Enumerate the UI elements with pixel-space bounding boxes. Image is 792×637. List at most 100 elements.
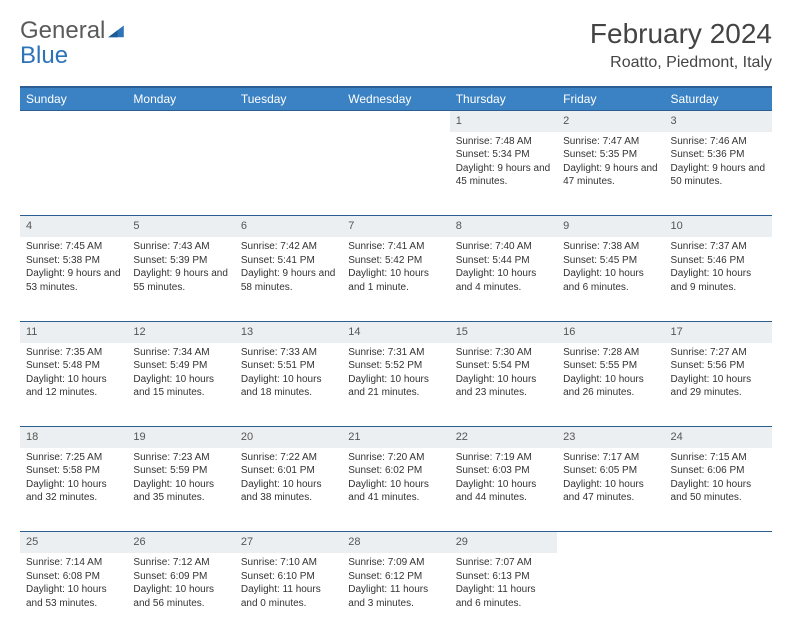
daylight-line: Daylight: 10 hours and 23 minutes. [456, 373, 551, 400]
day-number-cell: 7 [342, 216, 449, 237]
day-number-cell: 21 [342, 427, 449, 448]
sunset-line: Sunset: 5:39 PM [133, 254, 228, 268]
day-number-cell: 13 [235, 321, 342, 342]
sunset-line: Sunset: 5:48 PM [26, 359, 121, 373]
day-content: Sunrise: 7:27 AMSunset: 5:56 PMDaylight:… [665, 343, 772, 404]
daylight-line: Daylight: 11 hours and 3 minutes. [348, 583, 443, 610]
day-number-cell: 3 [665, 111, 772, 132]
daylight-line: Daylight: 10 hours and 53 minutes. [26, 583, 121, 610]
day-cell: Sunrise: 7:07 AMSunset: 6:13 PMDaylight:… [450, 553, 557, 637]
daylight-line: Daylight: 10 hours and 15 minutes. [133, 373, 228, 400]
day-cell: Sunrise: 7:41 AMSunset: 5:42 PMDaylight:… [342, 237, 449, 321]
daylight-line: Daylight: 10 hours and 32 minutes. [26, 478, 121, 505]
sunrise-line: Sunrise: 7:48 AM [456, 135, 551, 149]
day-cell: Sunrise: 7:37 AMSunset: 5:46 PMDaylight:… [665, 237, 772, 321]
sunset-line: Sunset: 5:55 PM [563, 359, 658, 373]
day-number-cell: 4 [20, 216, 127, 237]
sunset-line: Sunset: 5:58 PM [26, 464, 121, 478]
day-cell: Sunrise: 7:46 AMSunset: 5:36 PMDaylight:… [665, 132, 772, 216]
day-content: Sunrise: 7:12 AMSunset: 6:09 PMDaylight:… [127, 553, 234, 614]
sunset-line: Sunset: 6:05 PM [563, 464, 658, 478]
daylight-line: Daylight: 10 hours and 44 minutes. [456, 478, 551, 505]
day-cell [557, 553, 664, 637]
day-content: Sunrise: 7:15 AMSunset: 6:06 PMDaylight:… [665, 448, 772, 509]
day-content: Sunrise: 7:47 AMSunset: 5:35 PMDaylight:… [557, 132, 664, 193]
day-number-cell: 23 [557, 427, 664, 448]
day-content-row: Sunrise: 7:25 AMSunset: 5:58 PMDaylight:… [20, 448, 772, 532]
day-cell: Sunrise: 7:45 AMSunset: 5:38 PMDaylight:… [20, 237, 127, 321]
day-cell: Sunrise: 7:38 AMSunset: 5:45 PMDaylight:… [557, 237, 664, 321]
daylight-line: Daylight: 11 hours and 6 minutes. [456, 583, 551, 610]
day-cell: Sunrise: 7:17 AMSunset: 6:05 PMDaylight:… [557, 448, 664, 532]
daylight-line: Daylight: 10 hours and 50 minutes. [671, 478, 766, 505]
day-number-cell: 25 [20, 532, 127, 553]
day-cell: Sunrise: 7:20 AMSunset: 6:02 PMDaylight:… [342, 448, 449, 532]
day-number-cell: 10 [665, 216, 772, 237]
day-content: Sunrise: 7:45 AMSunset: 5:38 PMDaylight:… [20, 237, 127, 298]
day-number-cell: 24 [665, 427, 772, 448]
day-number-cell: 8 [450, 216, 557, 237]
day-number-cell [342, 111, 449, 132]
day-content: Sunrise: 7:28 AMSunset: 5:55 PMDaylight:… [557, 343, 664, 404]
daylight-line: Daylight: 9 hours and 58 minutes. [241, 267, 336, 294]
sunset-line: Sunset: 5:56 PM [671, 359, 766, 373]
sunset-line: Sunset: 5:34 PM [456, 148, 551, 162]
daylight-line: Daylight: 11 hours and 0 minutes. [241, 583, 336, 610]
day-cell: Sunrise: 7:09 AMSunset: 6:12 PMDaylight:… [342, 553, 449, 637]
day-content: Sunrise: 7:23 AMSunset: 5:59 PMDaylight:… [127, 448, 234, 509]
title-block: February 2024 Roatto, Piedmont, Italy [590, 18, 772, 72]
day-cell: Sunrise: 7:15 AMSunset: 6:06 PMDaylight:… [665, 448, 772, 532]
daylight-line: Daylight: 10 hours and 41 minutes. [348, 478, 443, 505]
day-number-cell [235, 111, 342, 132]
day-content: Sunrise: 7:10 AMSunset: 6:10 PMDaylight:… [235, 553, 342, 614]
sunset-line: Sunset: 5:52 PM [348, 359, 443, 373]
sunrise-line: Sunrise: 7:20 AM [348, 451, 443, 465]
sunrise-line: Sunrise: 7:35 AM [26, 346, 121, 360]
day-number-row: 18192021222324 [20, 427, 772, 448]
sunrise-line: Sunrise: 7:42 AM [241, 240, 336, 254]
day-cell: Sunrise: 7:14 AMSunset: 6:08 PMDaylight:… [20, 553, 127, 637]
sunrise-line: Sunrise: 7:37 AM [671, 240, 766, 254]
day-number-row: 11121314151617 [20, 321, 772, 342]
day-cell [235, 132, 342, 216]
day-content-row: Sunrise: 7:45 AMSunset: 5:38 PMDaylight:… [20, 237, 772, 321]
day-content: Sunrise: 7:22 AMSunset: 6:01 PMDaylight:… [235, 448, 342, 509]
day-content: Sunrise: 7:25 AMSunset: 5:58 PMDaylight:… [20, 448, 127, 509]
sunset-line: Sunset: 6:03 PM [456, 464, 551, 478]
daylight-line: Daylight: 10 hours and 9 minutes. [671, 267, 766, 294]
logo-word2: Blue [20, 42, 68, 69]
sunrise-line: Sunrise: 7:14 AM [26, 556, 121, 570]
day-content: Sunrise: 7:43 AMSunset: 5:39 PMDaylight:… [127, 237, 234, 298]
weekday-header: Wednesday [342, 87, 449, 111]
day-content: Sunrise: 7:34 AMSunset: 5:49 PMDaylight:… [127, 343, 234, 404]
daylight-line: Daylight: 10 hours and 21 minutes. [348, 373, 443, 400]
daylight-line: Daylight: 9 hours and 47 minutes. [563, 162, 658, 189]
day-cell: Sunrise: 7:31 AMSunset: 5:52 PMDaylight:… [342, 343, 449, 427]
day-number-cell: 17 [665, 321, 772, 342]
day-number-cell: 22 [450, 427, 557, 448]
sunrise-line: Sunrise: 7:23 AM [133, 451, 228, 465]
daylight-line: Daylight: 10 hours and 12 minutes. [26, 373, 121, 400]
weekday-header: Thursday [450, 87, 557, 111]
day-number-cell: 6 [235, 216, 342, 237]
day-number-cell: 27 [235, 532, 342, 553]
day-content: Sunrise: 7:48 AMSunset: 5:34 PMDaylight:… [450, 132, 557, 193]
weekday-header: Tuesday [235, 87, 342, 111]
sunset-line: Sunset: 5:44 PM [456, 254, 551, 268]
day-number-cell [127, 111, 234, 132]
sunset-line: Sunset: 6:13 PM [456, 570, 551, 584]
weekday-header-row: Sunday Monday Tuesday Wednesday Thursday… [20, 87, 772, 111]
day-content: Sunrise: 7:42 AMSunset: 5:41 PMDaylight:… [235, 237, 342, 298]
sunset-line: Sunset: 5:41 PM [241, 254, 336, 268]
sunset-line: Sunset: 6:02 PM [348, 464, 443, 478]
sunset-line: Sunset: 5:35 PM [563, 148, 658, 162]
sunrise-line: Sunrise: 7:12 AM [133, 556, 228, 570]
day-content: Sunrise: 7:46 AMSunset: 5:36 PMDaylight:… [665, 132, 772, 193]
day-cell: Sunrise: 7:23 AMSunset: 5:59 PMDaylight:… [127, 448, 234, 532]
day-number-cell: 12 [127, 321, 234, 342]
day-number-cell: 28 [342, 532, 449, 553]
daylight-line: Daylight: 9 hours and 50 minutes. [671, 162, 766, 189]
sunrise-line: Sunrise: 7:07 AM [456, 556, 551, 570]
sunrise-line: Sunrise: 7:27 AM [671, 346, 766, 360]
sunrise-line: Sunrise: 7:28 AM [563, 346, 658, 360]
